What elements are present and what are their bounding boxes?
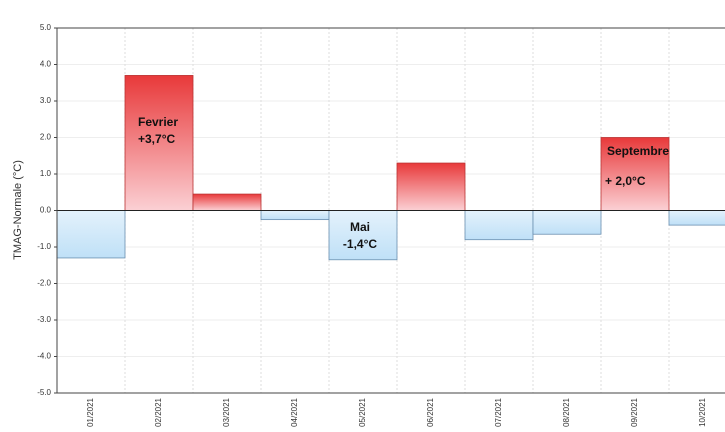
annotation: Fevrier	[138, 115, 178, 129]
x-tick-label: 10/2021	[698, 397, 707, 426]
bar	[396, 162, 466, 211]
annotation: -1,4°C	[343, 237, 377, 251]
annotation: Septembre	[607, 144, 669, 158]
y-tick-label: 0.0	[40, 206, 52, 215]
x-tick-label: 06/2021	[426, 397, 435, 426]
y-tick-label: -2.0	[37, 279, 51, 288]
x-tick-label: 03/2021	[222, 397, 231, 426]
plot	[56, 27, 725, 394]
x-tick-label: 09/2021	[630, 397, 639, 426]
bar	[668, 210, 725, 226]
bar	[192, 193, 262, 211]
bar	[600, 137, 670, 211]
bar	[260, 210, 330, 221]
y-tick-label: 1.0	[40, 169, 52, 178]
bar	[532, 210, 602, 235]
y-tick-label: -1.0	[37, 242, 51, 251]
x-tick-label: 01/2021	[86, 397, 95, 426]
y-tick-label: -4.0	[37, 352, 51, 361]
x-tick-label: 05/2021	[358, 397, 367, 426]
bar	[124, 75, 194, 211]
y-axis-label: TMAG-Normale (°C)	[12, 160, 24, 260]
annotation: +3,7°C	[138, 132, 175, 146]
x-tick-label: 04/2021	[290, 397, 299, 426]
annotation: Mai	[350, 220, 370, 234]
y-tick-label: -5.0	[37, 388, 51, 397]
annotation: + 2,0°C	[605, 174, 646, 188]
bar	[464, 210, 534, 241]
y-tick-label: -3.0	[37, 315, 51, 324]
x-tick-label: 07/2021	[494, 397, 503, 426]
y-tick-label: 3.0	[40, 96, 52, 105]
y-tick-label: 5.0	[40, 23, 52, 32]
y-tick-label: 2.0	[40, 133, 52, 142]
y-tick-label: 4.0	[40, 60, 52, 69]
bar	[328, 210, 398, 261]
x-tick-label: 02/2021	[154, 397, 163, 426]
bar	[56, 210, 126, 259]
x-tick-label: 08/2021	[562, 397, 571, 426]
